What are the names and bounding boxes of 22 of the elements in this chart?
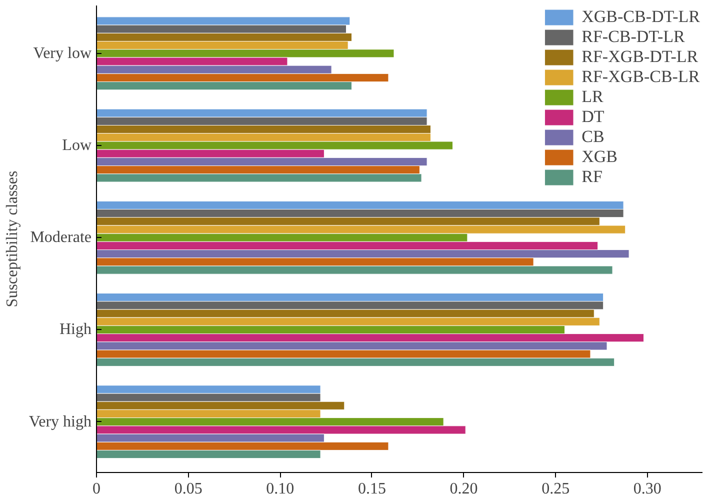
x-tick-label: 0.10: [266, 480, 294, 498]
y-tick-label: Moderate: [30, 229, 92, 246]
y-tick-label: Low: [62, 137, 92, 154]
x-tick-label: 0: [92, 480, 100, 498]
legend-label: RF-XGB-CB-LR: [582, 67, 700, 87]
legend-label: RF: [582, 167, 602, 187]
y-tick-label: Very high: [28, 413, 92, 430]
y-tick-label: Very low: [33, 44, 92, 62]
y-axis-title: Susceptibility classes: [4, 170, 21, 308]
legend-label: RF-XGB-DT-LR: [582, 47, 698, 67]
x-tick-label: 0.20: [450, 480, 478, 498]
x-tick-label: 0.05: [174, 480, 202, 498]
legend-label: RF-CB-DT-LR: [582, 27, 685, 47]
y-tick-label: High: [60, 321, 92, 338]
x-tick-label: 0.15: [358, 480, 386, 498]
legend-label: XGB: [582, 147, 618, 167]
x-tick-label: 0.25: [542, 480, 570, 498]
x-tick-label: 0.30: [633, 480, 662, 498]
legend-label: LR: [582, 87, 604, 107]
legend-label: XGB-CB-DT-LR: [582, 7, 700, 27]
legend-label: DT: [582, 107, 604, 127]
legend-label: CB: [582, 127, 604, 147]
